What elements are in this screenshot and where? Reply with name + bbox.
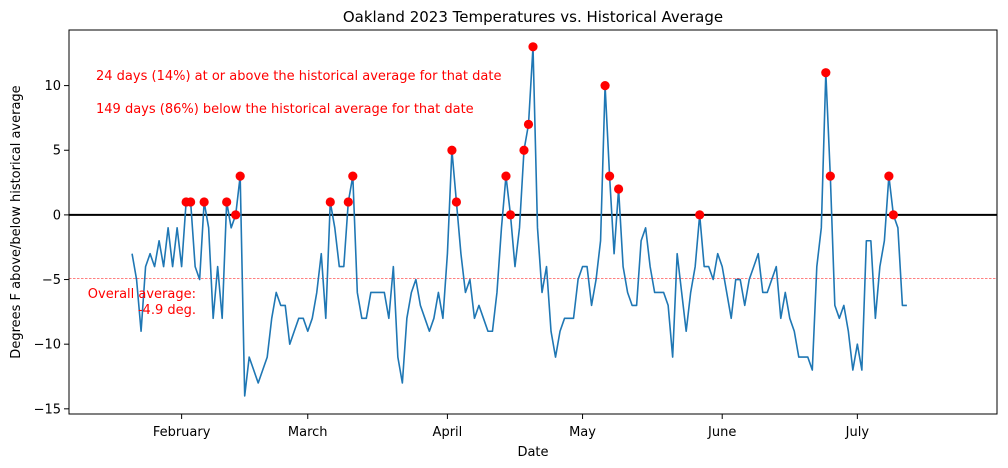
x-tick-label: February [153, 425, 211, 440]
x-tick-label: June [707, 425, 736, 440]
above-average-point [519, 145, 529, 155]
above-average-point [235, 171, 245, 181]
above-average-point [199, 197, 209, 207]
above-average-point [505, 210, 516, 220]
x-axis-label: Date [517, 445, 548, 460]
above-average-point [604, 171, 615, 181]
above-average-point [186, 197, 196, 207]
y-tick-label: −10 [34, 338, 61, 353]
above-average-point [695, 210, 705, 220]
above-average-point [348, 171, 358, 181]
above-average-point [884, 171, 894, 181]
y-tick-label: 10 [44, 79, 61, 94]
y-tick-label: −5 [42, 273, 61, 288]
above-average-point [325, 197, 335, 207]
above-average-point [528, 42, 538, 52]
plot-frame [68, 29, 998, 415]
average-label-line2: -4.9 deg. [138, 303, 196, 318]
average-label-line1: Overall average: [88, 287, 196, 302]
y-tick-label: 5 [53, 144, 61, 159]
x-tick-label: April [433, 425, 463, 440]
series-line [131, 46, 907, 397]
annotation-above: 24 days (14%) at or above the historical… [96, 69, 501, 84]
above-average-point [613, 184, 624, 194]
y-tick-label: −15 [34, 402, 61, 417]
x-tick-label: March [288, 425, 328, 440]
above-average-point [231, 210, 241, 220]
y-axis-label: Degrees F above/below historical average [9, 85, 24, 358]
x-tick-label: May [569, 425, 596, 440]
annotation-below: 149 days (86%) below the historical aver… [96, 102, 474, 117]
above-average-point [523, 119, 534, 129]
x-tick-label: July [845, 425, 870, 440]
above-average-point [821, 68, 831, 78]
above-average-point [451, 197, 462, 207]
above-average-point [888, 210, 898, 220]
above-average-point [600, 80, 610, 91]
y-tick-label: 0 [53, 208, 61, 223]
above-average-point [447, 145, 457, 155]
above-average-point [222, 197, 232, 207]
chart-title: Oakland 2023 Temperatures vs. Historical… [343, 8, 723, 26]
above-average-point [343, 197, 353, 207]
above-average-point [825, 171, 835, 181]
above-average-point [501, 171, 511, 181]
